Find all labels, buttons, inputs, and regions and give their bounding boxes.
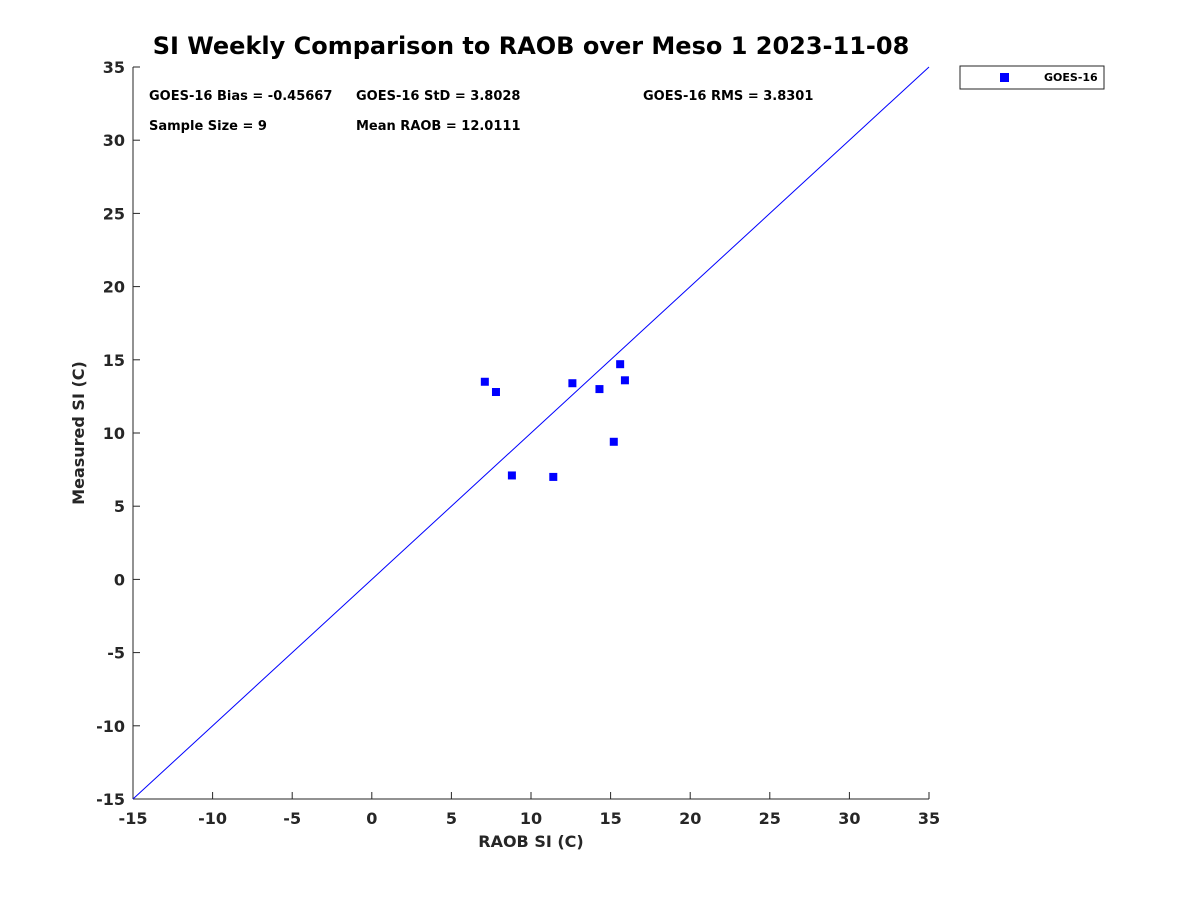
x-ticks: -15 -10 -5 0 5 10 15 20 25 30 35 — [119, 792, 940, 828]
x-tick-label: 25 — [759, 809, 781, 828]
y-tick-label: -15 — [96, 790, 125, 809]
y-tick-label: 15 — [103, 351, 125, 370]
y-axis-label: Measured SI (C) — [69, 361, 88, 505]
data-points — [480, 360, 629, 481]
y-tick-label: -5 — [107, 644, 125, 663]
y-tick-label: 20 — [103, 278, 125, 297]
data-point — [620, 376, 629, 385]
y-tick-label: 10 — [103, 424, 125, 443]
x-tick-label: 5 — [446, 809, 457, 828]
stats-annotations: GOES-16 Bias = -0.45667 GOES-16 StD = 3.… — [149, 89, 813, 134]
legend-box — [959, 65, 1105, 90]
y-tick-label: 5 — [114, 497, 125, 516]
x-tick-label: -15 — [119, 809, 148, 828]
stat-std: GOES-16 StD = 3.8028 — [356, 89, 520, 104]
stat-sample-size: Sample Size = 9 — [149, 119, 267, 134]
y-ticks: -15 -10 -5 0 5 10 15 20 25 30 35 — [96, 58, 140, 809]
stat-rms: GOES-16 RMS = 3.8301 — [643, 89, 813, 104]
y-tick-label: 25 — [103, 204, 125, 223]
stat-mean-raob: Mean RAOB = 12.0111 — [356, 119, 521, 134]
data-point — [507, 471, 516, 480]
data-point — [549, 472, 558, 481]
data-point — [480, 377, 489, 386]
data-point — [568, 379, 577, 388]
y-tick-label: -10 — [96, 717, 125, 736]
x-tick-label: -5 — [283, 809, 301, 828]
reference-line — [132, 66, 930, 800]
legend: GOES-16 — [959, 65, 1105, 90]
legend-marker — [1000, 73, 1009, 82]
data-point — [609, 437, 618, 446]
stat-bias: GOES-16 Bias = -0.45667 — [149, 89, 332, 104]
y-tick-label: 0 — [114, 570, 125, 589]
y-tick-label: 35 — [103, 58, 125, 77]
x-tick-label: 15 — [599, 809, 621, 828]
x-tick-label: 35 — [918, 809, 940, 828]
y-tick-label: 30 — [103, 131, 125, 150]
x-tick-label: 0 — [366, 809, 377, 828]
x-tick-label: 30 — [838, 809, 860, 828]
data-point — [595, 385, 604, 394]
x-tick-label: 20 — [679, 809, 701, 828]
data-point — [616, 360, 625, 369]
legend-label: GOES-16 — [1044, 71, 1098, 84]
chart-title: SI Weekly Comparison to RAOB over Meso 1… — [153, 32, 910, 60]
data-point — [491, 388, 500, 397]
x-axis-label: RAOB SI (C) — [478, 832, 583, 851]
x-tick-label: -10 — [198, 809, 227, 828]
x-tick-label: 10 — [520, 809, 542, 828]
